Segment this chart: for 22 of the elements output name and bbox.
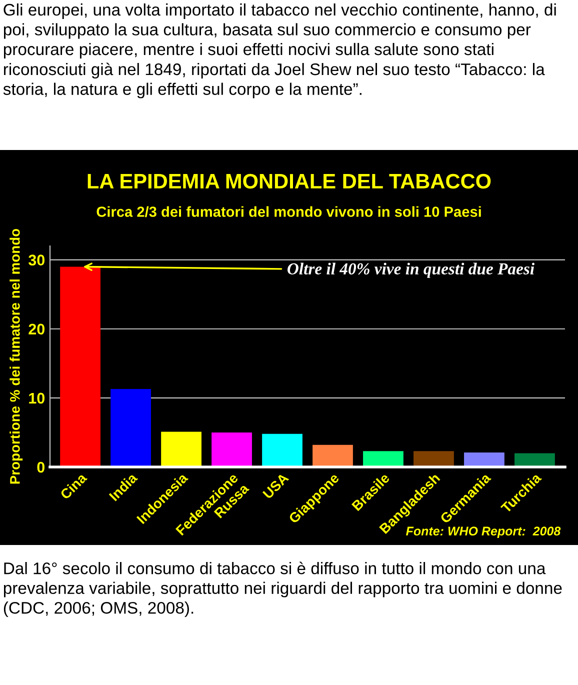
annotation: Oltre il 40% vive in questi due Paesi [288,262,534,278]
bar [514,453,555,467]
bar [363,451,404,467]
y-tick-label: 10 [29,392,45,404]
text: Dal 16° secolo il consumo di tabacco si è diffuso in tutto il mondo con una prevalenza variabile, soprattutto nei riguardi del rapporto tra uomini e donne (CDC, 2006; OMS, 2008). [4,562,562,618]
bar [110,388,151,467]
x-tick-label: USA [262,472,290,500]
bar [161,432,202,467]
text: Gli europei, una volta importato il tabacco nel vecchio continente, hanno, di poi, sviluppato la sua cultura, basata sul suo commercio e consumo per procurare piacere, mentre i suoi effetti nocivi sulla salute sono stati riconosciuti già nel 1849, riportati da Joel Shew nel suo testo “Tabacco: la storia, la natura e gli effetti sul corpo e la mente”. [3,3,556,98]
y-tick-label: 0 [37,462,45,473]
y-tick-label: 30 [28,254,45,266]
chart-title: LA EPIDEMIA MONDIALE DEL TABACCO [88,174,491,189]
bar [312,444,353,467]
bar [60,266,100,467]
chart-subtitle: Circa 2/3 dei fumatori del mondo vivono in soli 10 Paesi [96,206,481,218]
y-tick-label: 20 [28,324,45,335]
bar [414,451,454,467]
bar [212,432,252,467]
x-tick-label: Cina [59,472,88,500]
bar [262,434,302,467]
y-axis-title: Proportione % dei fumatore nel mondo [10,228,23,484]
bar [464,452,504,467]
